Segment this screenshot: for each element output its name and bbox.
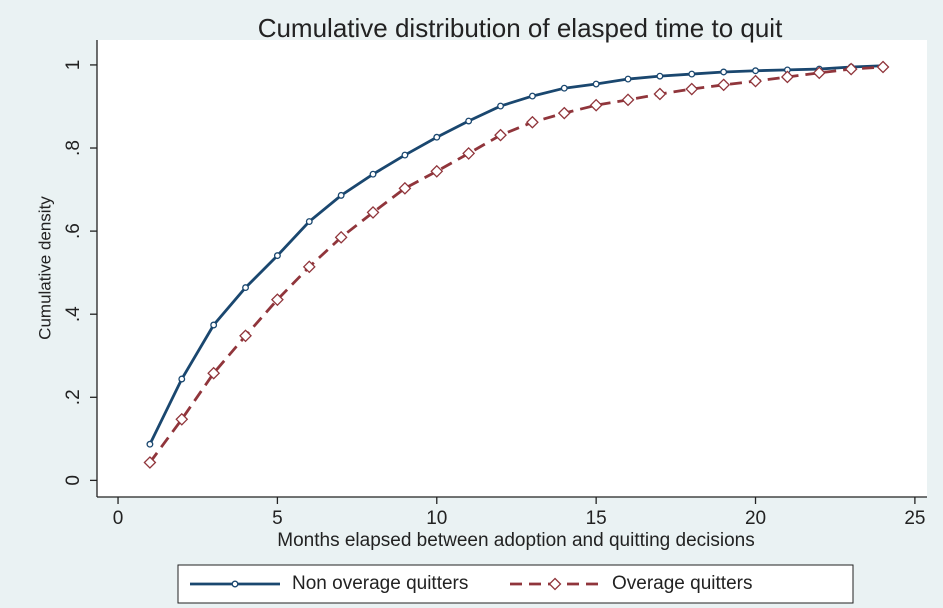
- series-line: [148, 64, 884, 445]
- data-point: [780, 70, 794, 84]
- data-point: [589, 98, 603, 112]
- y-tick-label: .6: [63, 223, 84, 239]
- data-point: [688, 70, 696, 78]
- data-point: [337, 191, 345, 199]
- data-point: [812, 66, 826, 80]
- data-point: [366, 205, 380, 219]
- data-point: [210, 321, 218, 329]
- data-point: [494, 128, 507, 142]
- legend-marker: [231, 580, 239, 588]
- data-point: [175, 412, 189, 426]
- chart-title: Cumulative distribution of elasped time …: [258, 13, 783, 43]
- data-point: [146, 440, 154, 448]
- series-line: [148, 65, 884, 464]
- y-tick-label: .4: [63, 306, 84, 322]
- data-point: [433, 133, 441, 141]
- data-point: [302, 260, 316, 274]
- data-point: [844, 62, 858, 76]
- data-point: [653, 87, 667, 101]
- x-tick-label: 5: [272, 508, 283, 529]
- data-point: [305, 218, 313, 226]
- y-axis-label: Cumulative density: [35, 196, 54, 340]
- data-point: [497, 102, 504, 110]
- data-point: [560, 84, 568, 92]
- data-point: [525, 115, 539, 129]
- data-point: [401, 151, 409, 159]
- data-point: [239, 329, 252, 343]
- x-tick-label: 20: [745, 508, 766, 529]
- data-point: [685, 82, 699, 96]
- y-tick-label: .8: [63, 140, 84, 156]
- y-tick-label: 0: [63, 475, 84, 486]
- data-point: [717, 78, 731, 92]
- x-tick-label: 10: [426, 508, 447, 529]
- data-point: [749, 74, 762, 88]
- data-point: [143, 456, 157, 469]
- data-point: [720, 68, 728, 76]
- data-point: [462, 146, 476, 160]
- data-point: [334, 230, 348, 244]
- data-point: [398, 181, 412, 195]
- legend-marker: [548, 577, 562, 591]
- x-tick-label: 0: [113, 508, 124, 529]
- x-tick-label: 25: [904, 508, 925, 529]
- x-tick-label: 15: [586, 508, 607, 529]
- x-axis-label: Months elapsed between adoption and quit…: [277, 530, 754, 551]
- data-point: [656, 72, 664, 80]
- data-point: [270, 293, 284, 307]
- data-point: [752, 67, 759, 75]
- data-point: [369, 170, 377, 178]
- data-point: [430, 164, 444, 178]
- data-point: [242, 284, 249, 292]
- legend-label: Overage quitters: [612, 573, 752, 594]
- data-point: [592, 80, 600, 88]
- data-point: [528, 92, 536, 100]
- data-point: [465, 117, 473, 125]
- data-point: [621, 93, 635, 107]
- data-point: [876, 60, 890, 74]
- y-tick-label: .2: [63, 389, 84, 405]
- plot-area: [97, 40, 927, 497]
- legend-label: Non overage quitters: [292, 573, 468, 594]
- data-point: [624, 75, 632, 83]
- data-point: [178, 375, 186, 383]
- data-point: [557, 106, 571, 120]
- y-tick-label: 1: [63, 60, 84, 71]
- data-point: [207, 366, 221, 380]
- data-point: [273, 252, 281, 260]
